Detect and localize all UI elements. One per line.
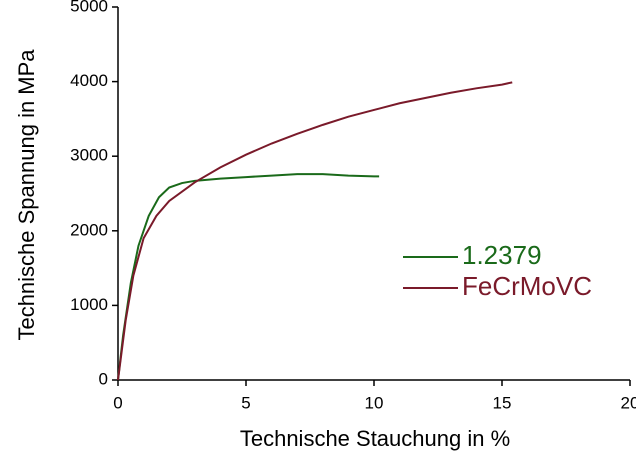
y-axis-label: Technische Spannung in MPa	[14, 49, 39, 341]
legend-label: 1.2379	[462, 240, 542, 270]
y-tick-label: 4000	[70, 71, 108, 90]
y-tick-label: 1000	[70, 295, 108, 314]
x-tick-label: 5	[241, 393, 250, 412]
line-series	[117, 173, 380, 381]
line-series	[117, 81, 513, 381]
legend-label: FeCrMoVC	[462, 271, 592, 301]
x-tick-label: 20	[621, 393, 636, 412]
y-tick-label: 3000	[70, 146, 108, 165]
x-tick-label: 10	[365, 393, 384, 412]
x-tick-label: 0	[113, 393, 122, 412]
y-tick-label: 2000	[70, 220, 108, 239]
y-tick-label: 0	[99, 369, 108, 388]
y-tick-label: 5000	[70, 0, 108, 15]
x-tick-label: 15	[493, 393, 512, 412]
x-axis-label: Technische Stauchung in %	[240, 426, 510, 451]
